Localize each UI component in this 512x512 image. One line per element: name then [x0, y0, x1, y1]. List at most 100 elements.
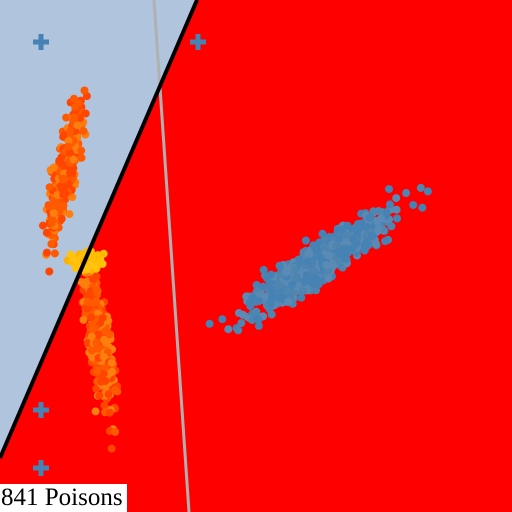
data-point: [362, 222, 371, 231]
data-point: [299, 286, 308, 295]
data-point: [57, 153, 66, 162]
data-point: [382, 208, 391, 217]
data-point: [79, 315, 88, 324]
data-point: [91, 262, 100, 271]
data-point: [100, 401, 109, 410]
decision-boundary-line: [0, 0, 199, 459]
orange-cluster: [39, 86, 122, 453]
data-point: [252, 309, 261, 318]
data-point: [234, 326, 243, 335]
data-point: [385, 185, 393, 194]
data-point: [377, 214, 386, 223]
data-point: [82, 265, 91, 274]
data-point: [282, 268, 291, 277]
data-point: [284, 297, 293, 306]
data-point: [352, 239, 360, 248]
data-point: [47, 219, 56, 227]
data-point: [343, 231, 351, 240]
data-point: [99, 352, 108, 361]
data-point: [107, 444, 116, 453]
data-point: [267, 300, 276, 309]
data-point: [381, 237, 390, 246]
data-point: [369, 207, 378, 216]
data-point: [267, 285, 276, 294]
data-point: [368, 231, 377, 240]
data-point: [335, 234, 343, 243]
data-point: [372, 240, 380, 248]
data-point: [255, 296, 263, 305]
data-point: [70, 113, 79, 122]
data-point: [49, 163, 58, 172]
data-point: [312, 244, 321, 253]
data-point: [53, 191, 62, 199]
data-point: [83, 277, 92, 286]
data-point: [101, 328, 110, 337]
data-point: [283, 287, 292, 296]
data-point: [77, 146, 86, 155]
data-point: [392, 194, 401, 203]
plus-marker-top-center: [190, 34, 206, 50]
data-point: [418, 203, 427, 212]
data-point: [224, 325, 233, 334]
data-point: [218, 315, 227, 324]
data-point: [69, 254, 78, 263]
data-point: [47, 240, 56, 248]
data-point: [267, 310, 276, 319]
data-point: [316, 253, 325, 262]
data-point: [402, 189, 411, 197]
data-point: [81, 109, 90, 118]
data-point: [409, 201, 418, 209]
data-point: [295, 255, 304, 264]
data-point: [297, 293, 306, 302]
data-point: [247, 297, 256, 306]
data-point: [59, 201, 68, 210]
data-point: [318, 229, 327, 238]
data-point: [322, 261, 331, 270]
data-point: [77, 153, 86, 162]
data-point: [261, 292, 270, 301]
data-point: [89, 275, 98, 284]
data-point: [254, 315, 263, 324]
data-point: [365, 213, 374, 222]
data-point: [301, 236, 310, 245]
data-point: [95, 391, 104, 400]
data-point: [305, 249, 314, 258]
data-point: [205, 319, 214, 328]
data-point: [291, 274, 300, 283]
data-point: [100, 363, 109, 372]
plus-marker-bottom-left-lower: [33, 460, 49, 476]
poison-count-label: 841 Poisons: [0, 484, 127, 512]
data-point: [73, 121, 82, 130]
data-point: [252, 281, 261, 289]
data-point: [263, 274, 272, 283]
data-point: [62, 113, 71, 122]
data-point: [302, 271, 311, 280]
data-point: [89, 299, 98, 308]
data-point: [69, 155, 78, 164]
data-point: [237, 319, 246, 328]
data-point: [42, 248, 51, 257]
plus-marker-bottom-left-upper: [33, 402, 49, 418]
data-point: [92, 286, 101, 295]
data-point: [239, 310, 248, 319]
data-point: [92, 338, 101, 347]
data-point: [91, 407, 100, 416]
data-point: [105, 408, 114, 417]
data-point: [393, 214, 401, 223]
data-point: [308, 266, 317, 275]
data-point: [45, 202, 54, 211]
blue-cluster: [205, 183, 432, 335]
data-point: [57, 214, 66, 223]
data-point: [423, 187, 432, 196]
data-point: [99, 369, 108, 378]
data-point: [111, 385, 119, 394]
data-point: [102, 338, 110, 347]
data-point: [58, 174, 67, 183]
data-point: [45, 267, 54, 276]
plus-marker-top-left: [33, 34, 49, 50]
data-point: [58, 159, 66, 168]
data-point: [385, 200, 394, 209]
data-point: [312, 274, 321, 283]
data-point: [275, 261, 284, 270]
